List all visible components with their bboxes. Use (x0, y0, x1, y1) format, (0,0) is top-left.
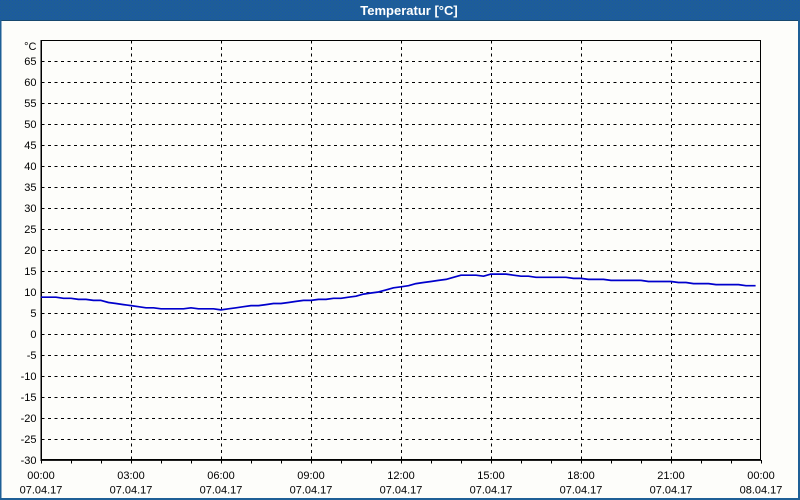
svg-text:Temperatur [°C]: Temperatur [°C] (360, 3, 457, 18)
svg-text:06:00: 06:00 (207, 470, 235, 482)
svg-text:-25: -25 (21, 434, 37, 446)
svg-text:00:00: 00:00 (27, 470, 55, 482)
svg-text:18:00: 18:00 (567, 470, 595, 482)
svg-text:35: 35 (24, 182, 36, 194)
svg-text:25: 25 (24, 224, 36, 236)
svg-text:-15: -15 (21, 392, 37, 404)
svg-text:07.04.17: 07.04.17 (110, 485, 153, 497)
svg-text:45: 45 (24, 140, 36, 152)
svg-text:07.04.17: 07.04.17 (560, 485, 603, 497)
svg-text:00:00: 00:00 (747, 470, 775, 482)
svg-text:07.04.17: 07.04.17 (200, 485, 243, 497)
svg-text:-20: -20 (21, 413, 37, 425)
svg-text:-30: -30 (21, 455, 37, 467)
svg-text:07.04.17: 07.04.17 (470, 485, 513, 497)
svg-text:°C: °C (24, 41, 36, 53)
svg-text:65: 65 (24, 56, 36, 68)
svg-text:15: 15 (24, 266, 36, 278)
svg-text:07.04.17: 07.04.17 (290, 485, 333, 497)
svg-text:60: 60 (24, 77, 36, 89)
svg-text:09:00: 09:00 (297, 470, 325, 482)
svg-text:30: 30 (24, 203, 36, 215)
svg-text:-10: -10 (21, 371, 37, 383)
svg-text:15:00: 15:00 (477, 470, 505, 482)
svg-text:10: 10 (24, 287, 36, 299)
svg-text:20: 20 (24, 245, 36, 257)
svg-text:5: 5 (30, 308, 36, 320)
svg-text:07.04.17: 07.04.17 (650, 485, 693, 497)
svg-text:40: 40 (24, 161, 36, 173)
svg-text:0: 0 (30, 329, 36, 341)
svg-text:07.04.17: 07.04.17 (20, 485, 63, 497)
svg-text:08.04.17: 08.04.17 (740, 485, 783, 497)
svg-text:21:00: 21:00 (657, 470, 685, 482)
svg-text:12:00: 12:00 (387, 470, 415, 482)
svg-text:55: 55 (24, 98, 36, 110)
svg-text:50: 50 (24, 119, 36, 131)
svg-text:-5: -5 (27, 350, 37, 362)
svg-text:03:00: 03:00 (117, 470, 145, 482)
svg-text:07.04.17: 07.04.17 (380, 485, 423, 497)
